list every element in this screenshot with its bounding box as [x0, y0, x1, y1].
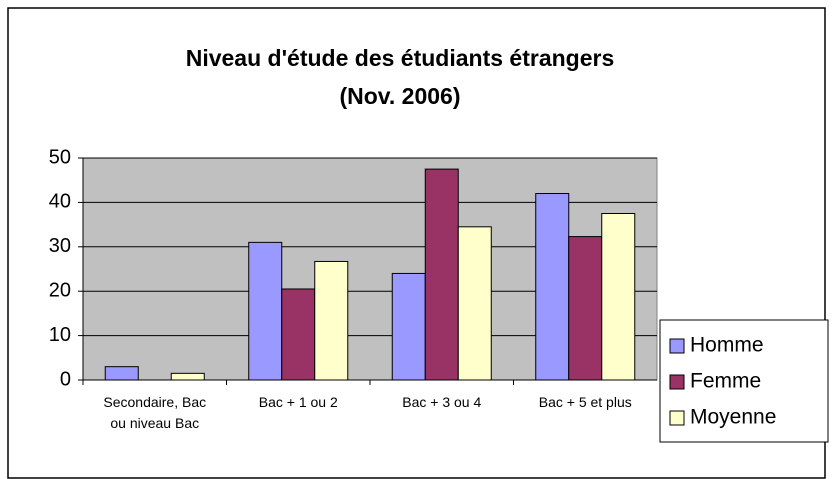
bar: [424, 168, 459, 381]
legend-label: Homme: [690, 334, 764, 357]
legend-label: Femme: [690, 370, 761, 393]
x-tick-label: Bac + 5 et plus: [538, 394, 632, 410]
bar: [170, 372, 205, 381]
x-tick-label-box: Bac + 5 et plus: [538, 394, 632, 410]
bar: [568, 236, 603, 381]
legend-swatch: [669, 410, 685, 426]
chart-subtitle: (Nov. 2006): [339, 83, 460, 109]
legend-swatch: [669, 338, 685, 354]
legend-box: [659, 319, 829, 443]
legend-label: Moyenne: [690, 406, 776, 429]
y-tick-label: 30: [49, 235, 71, 257]
y-tick-label: 20: [49, 279, 71, 301]
bar: [391, 272, 426, 381]
bar: [457, 226, 492, 381]
legend-swatch: [669, 374, 685, 390]
x-tick-label: Secondaire, Bac ou niveau Bac: [103, 394, 207, 431]
chart-title: Niveau d'étude des étudiants étrangers: [186, 45, 615, 71]
bar: [601, 213, 636, 381]
bar: [314, 260, 349, 381]
y-tick-label: 50: [49, 146, 71, 168]
bar: [104, 366, 139, 381]
x-tick-label: Bac + 3 ou 4: [402, 394, 482, 410]
bar: [248, 241, 283, 381]
x-tick-label-box: Bac + 3 ou 4: [402, 394, 482, 410]
y-tick-label: 10: [49, 324, 71, 346]
x-tick-label: Bac + 1 ou 2: [258, 394, 338, 410]
bar: [535, 193, 570, 381]
x-tick-label-box: Secondaire, Bac ou niveau Bac: [103, 394, 207, 431]
y-tick-label: 40: [49, 191, 71, 213]
bar: [281, 288, 316, 381]
x-tick-label-box: Bac + 1 ou 2: [258, 394, 338, 410]
y-tick-label: 0: [60, 368, 71, 390]
